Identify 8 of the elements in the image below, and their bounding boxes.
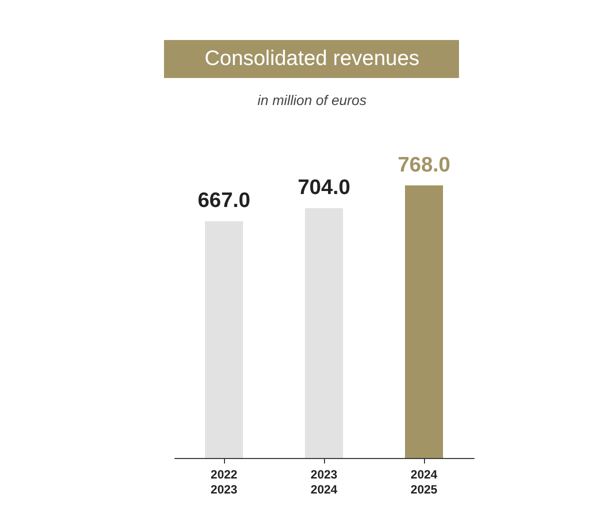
- chart-title: Consolidated revenues: [204, 47, 420, 70]
- data-label: 704.0: [298, 176, 350, 200]
- x-tick-label: 2022 2023: [210, 468, 238, 496]
- chart-subtitle: in million of euros: [258, 92, 366, 108]
- data-label: 768.0: [398, 153, 450, 176]
- data-label: 667.0: [198, 189, 250, 212]
- x-tick-label: 2023 2024: [310, 468, 338, 496]
- x-tick-label: 2024 2025: [410, 468, 438, 496]
